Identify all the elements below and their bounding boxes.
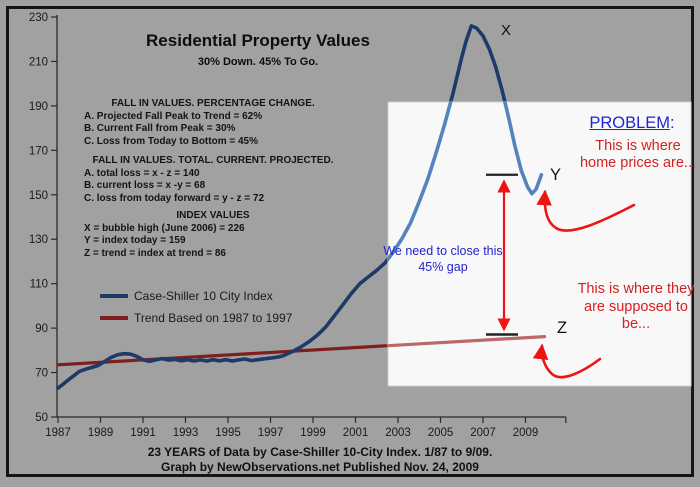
stats-totals-c: C. loss from today forward = y - z = 72 xyxy=(84,192,265,204)
svg-text:1999: 1999 xyxy=(300,427,326,439)
problem-heading-text: PROBLEM xyxy=(589,114,671,132)
bubble-peak-label: X xyxy=(501,22,512,39)
problem-heading-colon: : xyxy=(670,114,675,132)
stats-pct-heading: FALL IN VALUES. PERCENTAGE CHANGE. xyxy=(111,98,315,109)
svg-text:50: 50 xyxy=(35,412,48,424)
svg-text:110: 110 xyxy=(30,279,48,291)
svg-text:2003: 2003 xyxy=(385,427,411,439)
index-today-label: Y xyxy=(550,166,562,184)
stats-percentage-change: FALL IN VALUES. PERCENTAGE CHANGE. A. Pr… xyxy=(84,98,342,148)
trend-line-swatch xyxy=(100,316,128,320)
svg-text:1997: 1997 xyxy=(258,427,284,439)
stats-index-values: INDEX VALUES X = bubble high (June 2006)… xyxy=(84,210,342,260)
legend-item-case-shiller: Case-Shiller 10 City Index xyxy=(100,288,292,304)
svg-text:130: 130 xyxy=(29,234,48,246)
stats-panel: FALL IN VALUES. PERCENTAGE CHANGE. A. Pr… xyxy=(84,98,342,260)
svg-text:1995: 1995 xyxy=(215,427,241,439)
svg-text:1993: 1993 xyxy=(173,427,199,439)
stats-index-heading: INDEX VALUES xyxy=(176,210,250,221)
gap-note: We need to close this 45% gap xyxy=(383,244,503,274)
svg-text:2005: 2005 xyxy=(428,427,454,439)
chart-title: Residential Property Values xyxy=(146,31,370,50)
prices-are-note: This is where home prices are... xyxy=(579,138,697,171)
svg-text:190: 190 xyxy=(29,101,48,113)
stats-pct-c: C. Loss from Today to Bottom = 45% xyxy=(84,135,258,147)
stats-totals-a: A. total loss = x - z = 140 xyxy=(84,167,200,179)
svg-text:1989: 1989 xyxy=(88,427,114,439)
svg-text:1987: 1987 xyxy=(45,427,71,439)
case-shiller-line-swatch xyxy=(100,294,128,298)
chart-subtitle: 30% Down. 45% To Go. xyxy=(197,56,319,68)
supposed-to-be-note: This is where they are supposed to be... xyxy=(577,281,695,332)
svg-text:2009: 2009 xyxy=(513,427,539,439)
svg-text:2007: 2007 xyxy=(470,427,496,439)
chart-frame xyxy=(6,6,694,477)
stats-totals-b: B. current loss = x -y = 68 xyxy=(84,180,206,191)
stats-totals-heading: FALL IN VALUES. TOTAL. CURRENT. PROJECTE… xyxy=(92,155,334,166)
trend-point-label: Z xyxy=(557,319,568,337)
stats-index-y: Y = index today = 159 xyxy=(84,235,186,246)
problem-heading: PROBLEM: xyxy=(567,114,697,133)
stats-index-z: Z = trend = index at trend = 86 xyxy=(84,247,226,259)
caption-line-1: 23 YEARS of Data by Case-Shiller 10-City… xyxy=(147,445,493,459)
svg-text:150: 150 xyxy=(29,190,48,202)
svg-text:1991: 1991 xyxy=(130,427,156,439)
stats-totals: FALL IN VALUES. TOTAL. CURRENT. PROJECTE… xyxy=(84,155,342,205)
legend-label-case-shiller: Case-Shiller 10 City Index xyxy=(134,289,273,303)
stats-pct-b: B. Current Fall from Peak = 30% xyxy=(84,123,236,134)
legend-label-trend: Trend Based on 1987 to 1997 xyxy=(134,311,293,325)
svg-text:2001: 2001 xyxy=(343,427,369,439)
stats-pct-a: A. Projected Fall Peak to Trend = 62% xyxy=(84,110,263,122)
svg-text:230: 230 xyxy=(29,12,48,24)
svg-text:210: 210 xyxy=(29,56,48,68)
legend-item-trend: Trend Based on 1987 to 1997 xyxy=(100,310,292,326)
legend: Case-Shiller 10 City Index Trend Based o… xyxy=(100,288,292,332)
stats-index-x: X = bubble high (June 2006) = 226 xyxy=(84,222,245,234)
svg-text:170: 170 xyxy=(29,145,48,157)
svg-text:70: 70 xyxy=(35,368,48,380)
footer-captions: 23 YEARS of Data by Case-Shiller 10-City… xyxy=(20,445,620,475)
svg-text:90: 90 xyxy=(35,323,48,335)
caption-line-2: Graph by NewObservations.net Published N… xyxy=(161,460,479,474)
